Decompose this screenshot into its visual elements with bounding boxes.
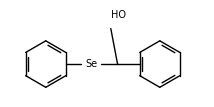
Text: HO: HO — [111, 10, 126, 20]
Text: Se: Se — [85, 59, 97, 69]
